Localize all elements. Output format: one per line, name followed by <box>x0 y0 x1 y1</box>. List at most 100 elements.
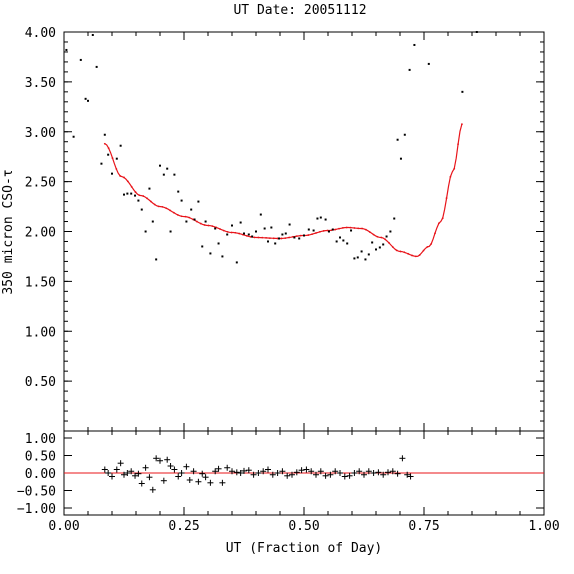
fit-marker <box>176 213 179 216</box>
data-point <box>239 221 242 224</box>
residual-point <box>117 460 124 467</box>
data-point <box>364 258 367 261</box>
data-point <box>148 187 151 190</box>
fit-marker <box>357 227 360 230</box>
residual-point <box>164 456 171 463</box>
data-point <box>396 138 399 141</box>
residual-point <box>279 468 286 475</box>
residual-point <box>356 468 363 475</box>
data-point <box>111 172 113 175</box>
residual-point <box>195 478 202 485</box>
residual-point <box>207 479 214 486</box>
fit-marker <box>457 143 459 146</box>
data-point <box>393 217 396 220</box>
data-point <box>274 242 277 245</box>
data-point <box>84 97 87 100</box>
fit-marker <box>349 226 352 229</box>
residual-point <box>375 469 382 476</box>
residual-point <box>284 472 291 479</box>
residual-point <box>346 472 353 479</box>
x-tick-label: 1.00 <box>528 519 559 534</box>
fit-marker <box>368 231 371 233</box>
residual-point <box>219 479 226 486</box>
fit-marker <box>219 228 221 230</box>
main-y-tick-label: 2.50 <box>25 176 56 191</box>
residual-point <box>224 464 231 471</box>
fit-marker <box>380 236 383 239</box>
data-point <box>95 65 98 68</box>
data-point <box>316 217 319 220</box>
residual-point <box>233 469 240 476</box>
data-point <box>267 240 269 243</box>
fit-marker <box>365 228 367 231</box>
fit-curve <box>104 123 463 258</box>
resid-y-tick-label: 0.50 <box>25 450 56 465</box>
data-point <box>151 220 154 223</box>
fit-marker <box>307 234 310 236</box>
residual-points <box>101 455 414 493</box>
fit-marker <box>334 228 337 231</box>
data-point <box>378 246 381 249</box>
residual-point <box>186 477 193 483</box>
fit-marker <box>207 224 210 227</box>
fit-marker <box>196 220 198 223</box>
fit-marker <box>107 147 110 149</box>
data-point <box>281 233 284 236</box>
main-y-tick-label: 4.00 <box>25 26 56 41</box>
chart-title: UT Date: 20051112 <box>233 3 366 18</box>
fit-marker <box>123 176 125 179</box>
residual-point <box>146 474 153 481</box>
residual-point <box>212 468 219 475</box>
data-point <box>389 230 392 233</box>
data-point <box>353 257 356 260</box>
data-point <box>339 236 341 239</box>
data-point <box>221 255 224 258</box>
data-point <box>217 242 220 245</box>
data-point <box>251 235 254 238</box>
data-point <box>185 220 188 223</box>
data-point <box>375 248 377 251</box>
residual-point <box>308 468 315 475</box>
residual-point <box>337 470 343 476</box>
fit-marker <box>353 227 356 229</box>
data-point <box>134 194 137 197</box>
data-point <box>115 157 118 160</box>
fit-marker <box>376 235 379 238</box>
fit-marker <box>322 230 325 232</box>
residual-point <box>327 471 334 478</box>
fit-marker <box>157 205 160 208</box>
main-y-tick-label: 3.00 <box>25 126 56 141</box>
data-point <box>319 216 322 219</box>
residual-point <box>313 471 319 478</box>
fit-marker <box>153 203 156 206</box>
fit-marker <box>184 215 187 218</box>
residual-point <box>341 473 348 480</box>
x-tick-labels: 0.00 0.25 0.50 0.75 1.00 <box>48 519 559 534</box>
fit-marker <box>180 215 183 218</box>
residual-point <box>171 466 178 473</box>
data-point <box>190 208 193 211</box>
residual-point <box>317 468 324 475</box>
residual-point <box>202 474 209 481</box>
fit-marker <box>234 231 237 234</box>
data-point <box>144 230 147 233</box>
residual-point <box>190 468 197 475</box>
residual-axis-ticks: 1.00 0.50 0.00 −0.50 −1.00 <box>17 431 545 517</box>
fit-marker <box>111 157 114 159</box>
fit-marker <box>318 230 321 233</box>
data-point <box>226 233 229 236</box>
data-point <box>350 229 353 232</box>
fit-marker <box>295 235 298 238</box>
data-point <box>119 144 122 147</box>
residual-point <box>332 468 339 475</box>
fit-marker <box>422 249 425 252</box>
data-point <box>126 192 129 195</box>
residual-point <box>167 463 174 469</box>
data-point <box>166 167 169 170</box>
fit-marker <box>338 227 340 230</box>
residual-point <box>128 468 135 475</box>
residual-point <box>289 471 295 478</box>
data-point <box>159 164 161 167</box>
fit-marker <box>391 246 394 248</box>
fit-marker <box>253 236 256 239</box>
